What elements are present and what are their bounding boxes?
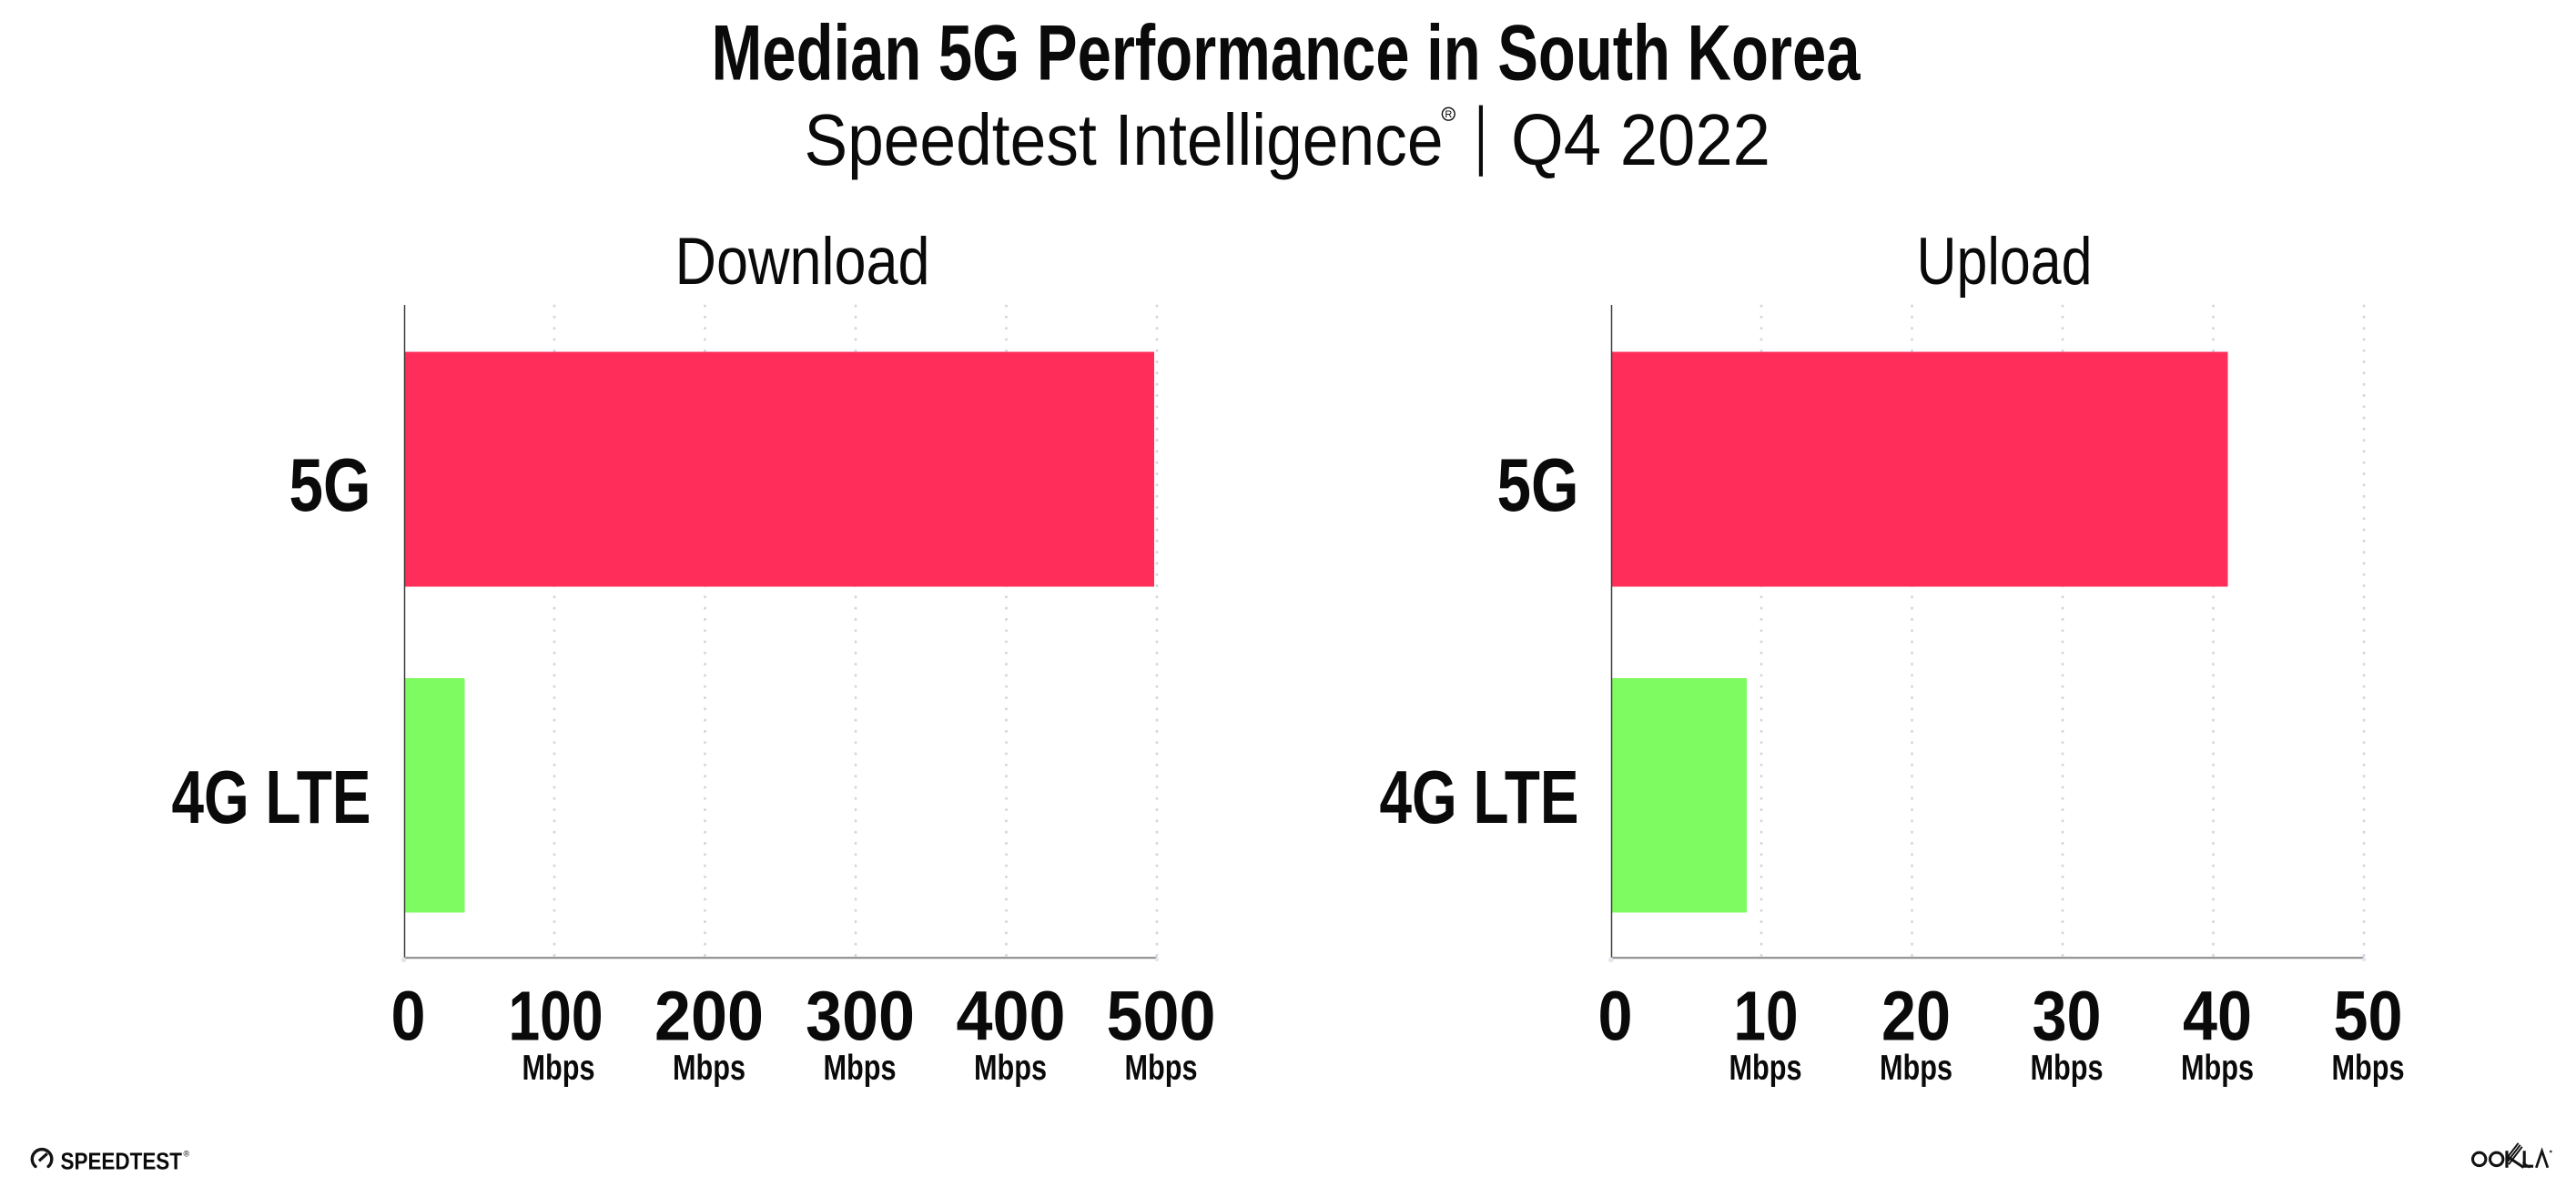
svg-text:Mbps: Mbps — [673, 1049, 745, 1088]
svg-text:300: 300 — [806, 978, 915, 1056]
svg-text:4G LTE: 4G LTE — [1380, 755, 1579, 839]
svg-text:Q4 2022: Q4 2022 — [1511, 99, 1770, 180]
svg-text:Mbps: Mbps — [974, 1049, 1047, 1088]
svg-text:10: 10 — [1734, 978, 1799, 1056]
svg-text:Download: Download — [675, 225, 930, 299]
svg-text:100: 100 — [509, 978, 603, 1056]
svg-text:Mbps: Mbps — [1125, 1049, 1198, 1088]
svg-text:Mbps: Mbps — [2031, 1049, 2104, 1088]
svg-text:5G: 5G — [1497, 442, 1579, 527]
svg-text:Median 5G Performance in South: Median 5G Performance in South Korea — [712, 10, 1861, 97]
svg-text:200: 200 — [654, 978, 764, 1056]
svg-text:Mbps: Mbps — [1729, 1049, 1802, 1088]
svg-text:0: 0 — [391, 978, 426, 1056]
svg-text:Mbps: Mbps — [522, 1049, 595, 1088]
svg-text:4G LTE: 4G LTE — [172, 755, 371, 839]
svg-text:Speedtest Intelligence: Speedtest Intelligence — [805, 99, 1444, 180]
svg-text:0: 0 — [1598, 978, 1633, 1056]
svg-text:Mbps: Mbps — [2332, 1049, 2405, 1088]
svg-text:®: ® — [184, 1150, 190, 1159]
svg-text:20: 20 — [1881, 978, 1951, 1056]
svg-text:Mbps: Mbps — [1880, 1049, 1952, 1088]
svg-text:400: 400 — [957, 978, 1066, 1056]
svg-text:30: 30 — [2033, 978, 2102, 1056]
svg-text:50: 50 — [2334, 978, 2403, 1056]
svg-text:5G: 5G — [289, 442, 371, 527]
svg-text:Upload: Upload — [1917, 225, 2093, 299]
svg-text:SPEEDTEST: SPEEDTEST — [61, 1148, 183, 1175]
svg-text:Mbps: Mbps — [824, 1049, 897, 1088]
svg-text:Mbps: Mbps — [2181, 1049, 2254, 1088]
svg-text:500: 500 — [1107, 978, 1216, 1056]
svg-text:R: R — [1445, 109, 1452, 120]
svg-text:40: 40 — [2183, 978, 2252, 1056]
